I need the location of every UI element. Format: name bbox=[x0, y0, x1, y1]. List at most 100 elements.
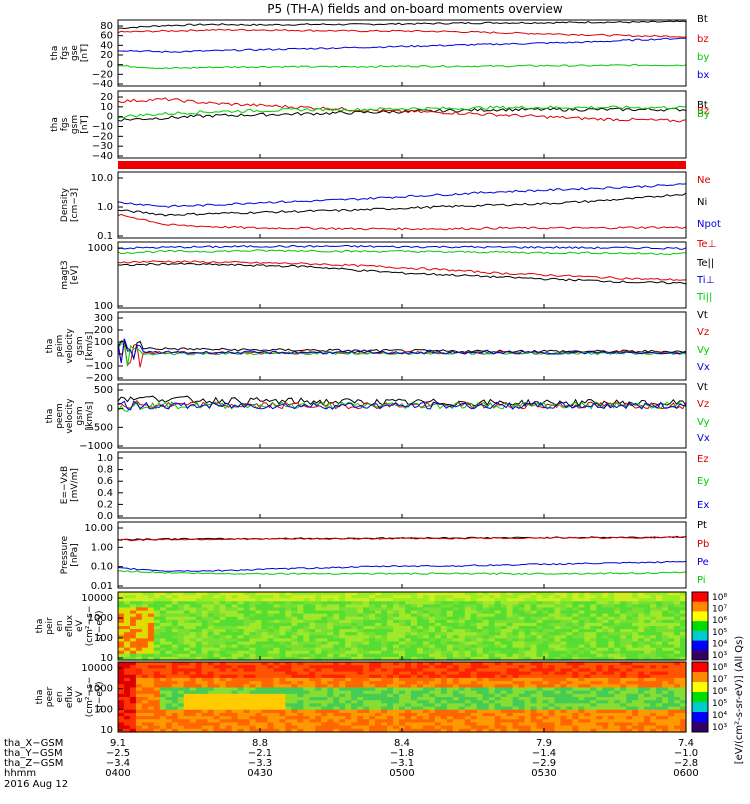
ion_spectrogram-cell bbox=[542, 616, 550, 621]
electron_spectrogram-cell bbox=[339, 693, 346, 698]
electron_spectrogram-cell bbox=[650, 665, 657, 669]
electron_spectrogram-cell bbox=[357, 728, 364, 733]
ion_spectrogram-cell bbox=[536, 635, 544, 639]
ion_spectrogram-cell bbox=[207, 598, 215, 602]
ion_spectrogram-cell bbox=[129, 613, 137, 618]
ion_spectrogram-cell bbox=[273, 635, 281, 639]
ion_spectrogram-cell bbox=[602, 650, 609, 655]
electron_spectrogram-cell bbox=[428, 681, 436, 685]
ion_spectrogram-cell bbox=[189, 650, 197, 655]
electron_spectrogram-cell bbox=[369, 684, 376, 689]
ion_spectrogram-cell bbox=[476, 592, 484, 596]
electron_spectrogram-cell bbox=[560, 671, 568, 676]
ion_spectrogram-cell bbox=[279, 607, 287, 612]
ion_spectrogram-cell bbox=[249, 616, 257, 621]
electron_spectrogram-cell bbox=[315, 725, 322, 730]
electron_spectrogram-cell bbox=[351, 668, 358, 673]
ion_spectrogram-cell bbox=[135, 607, 143, 612]
ion_spectrogram-cell bbox=[596, 641, 603, 646]
electron_spectrogram-cell bbox=[458, 668, 466, 673]
ion_spectrogram-cell bbox=[189, 601, 197, 605]
colorbar-segment bbox=[692, 682, 708, 693]
electron_spectrogram-cell bbox=[476, 665, 484, 669]
ion_spectrogram-cell bbox=[249, 622, 257, 627]
electron_spectrogram-cell bbox=[548, 725, 556, 730]
electron_spectrogram-cell bbox=[662, 690, 669, 695]
ion_spectrogram-cell bbox=[153, 632, 161, 636]
electron_spectrogram-cell bbox=[494, 668, 502, 673]
electron_spectrogram-cell bbox=[369, 697, 376, 701]
electron_spectrogram-cell bbox=[285, 677, 292, 682]
electron_spectrogram-cell bbox=[548, 668, 556, 673]
ion_spectrogram-cell bbox=[458, 610, 466, 615]
ion_spectrogram-cell bbox=[530, 641, 538, 646]
ion_spectrogram-cell bbox=[255, 613, 263, 618]
electron_spectrogram-cell bbox=[363, 693, 370, 698]
electron_spectrogram-cell bbox=[183, 716, 191, 720]
electron_spectrogram-cell bbox=[452, 697, 460, 701]
electron_spectrogram-cell bbox=[159, 728, 167, 733]
ion_spectrogram-cell bbox=[249, 632, 257, 636]
ion_spectrogram-cell bbox=[261, 607, 269, 612]
electron_spectrogram-cell bbox=[548, 662, 556, 666]
ion_spectrogram-cell bbox=[183, 626, 191, 630]
ion_spectrogram-cell bbox=[315, 622, 322, 627]
ion_spectrogram-cell bbox=[446, 595, 454, 599]
ion_spectrogram-cell bbox=[309, 638, 316, 643]
ion_spectrogram-cell bbox=[596, 595, 603, 599]
electron_spectrogram-cell bbox=[177, 706, 185, 711]
electron_spectrogram-cell bbox=[327, 690, 334, 695]
electron_spectrogram-cell bbox=[315, 693, 322, 698]
ion_spectrogram-cell bbox=[536, 601, 544, 605]
electron_spectrogram-cell bbox=[321, 722, 328, 727]
ion_spectrogram-cell bbox=[267, 629, 275, 633]
ion_spectrogram-cell bbox=[632, 644, 639, 649]
ion_spectrogram-cell bbox=[297, 626, 304, 630]
electron_spectrogram-cell bbox=[464, 728, 472, 733]
electron_spectrogram-cell bbox=[159, 681, 167, 685]
electron_spectrogram-cell bbox=[590, 668, 597, 673]
ion_spectrogram-cell bbox=[219, 644, 227, 649]
ion_spectrogram-cell bbox=[375, 629, 382, 633]
electron_spectrogram-cell bbox=[153, 716, 161, 720]
electron_spectrogram-cell bbox=[363, 716, 370, 720]
electron_velocity-series bbox=[117, 395, 687, 412]
ion_spectrogram-cell bbox=[584, 592, 591, 596]
electron_spectrogram-cell bbox=[195, 671, 203, 676]
ion_spectrogram-cell bbox=[321, 626, 328, 630]
ion_spectrogram-cell bbox=[668, 619, 675, 624]
ion_spectrogram-cell bbox=[297, 604, 304, 609]
electron_spectrogram-cell bbox=[602, 668, 609, 673]
ion_spectrogram-cell bbox=[309, 613, 316, 618]
electron_spectrogram-cell bbox=[393, 668, 400, 673]
electron_spectrogram-cell bbox=[680, 703, 687, 708]
ion_spectrogram-cell bbox=[321, 632, 328, 636]
ion_spectrogram-cell bbox=[464, 653, 472, 658]
ion_spectrogram-cell bbox=[482, 616, 490, 621]
electron_spectrogram-cell bbox=[422, 668, 430, 673]
electron_spectrogram-cell bbox=[153, 697, 161, 701]
ion_spectrogram-cell bbox=[566, 656, 573, 661]
ion_spectrogram-cell bbox=[488, 635, 496, 639]
ion_spectrogram-cell bbox=[279, 592, 287, 596]
ion_spectrogram-cell bbox=[399, 592, 406, 596]
electron_spectrogram-cell bbox=[440, 706, 448, 711]
electron_spectrogram-cell bbox=[291, 697, 298, 701]
electron_spectrogram-cell bbox=[560, 665, 568, 669]
ion_spectrogram-cell bbox=[345, 595, 352, 599]
pressure-ytick-labels: 10.001.000.100.01 bbox=[84, 523, 123, 592]
electron_spectrogram-cell bbox=[225, 706, 233, 711]
electron_spectrogram-cell bbox=[620, 674, 627, 679]
electron_spectrogram-cell bbox=[470, 706, 478, 711]
electron_spectrogram-cell bbox=[428, 725, 436, 730]
ion_spectrogram-cell bbox=[494, 613, 502, 618]
ion_spectrogram-cell bbox=[267, 641, 275, 646]
electron_spectrogram-cell bbox=[399, 703, 406, 708]
ion_spectrogram-cell bbox=[674, 610, 681, 615]
electron_spectrogram-cell bbox=[584, 665, 591, 669]
electron_spectrogram-cell bbox=[440, 697, 448, 701]
ion_spectrogram-cell bbox=[632, 604, 639, 609]
ion_spectrogram-cell bbox=[554, 592, 562, 596]
ion_spectrogram-cell bbox=[363, 653, 370, 658]
electron_spectrogram-cell bbox=[123, 687, 131, 692]
